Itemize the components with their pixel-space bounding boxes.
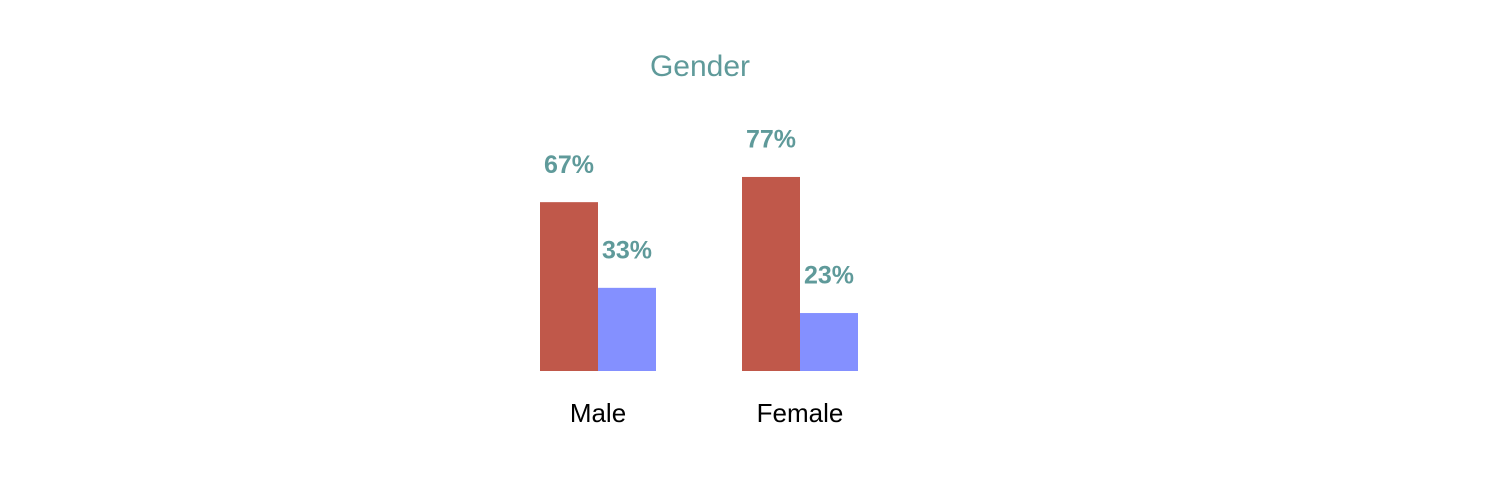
data-label: 67% [544,151,594,179]
bar [800,313,858,371]
x-tick-label: Female [757,398,844,428]
data-label: 23% [804,262,854,290]
data-label: 33% [602,236,652,264]
chart-title: Gender [650,50,750,83]
x-tick-label: Male [570,398,626,428]
bar [540,202,598,371]
bar [598,287,656,371]
bar [742,176,800,371]
data-label: 77% [746,126,796,154]
